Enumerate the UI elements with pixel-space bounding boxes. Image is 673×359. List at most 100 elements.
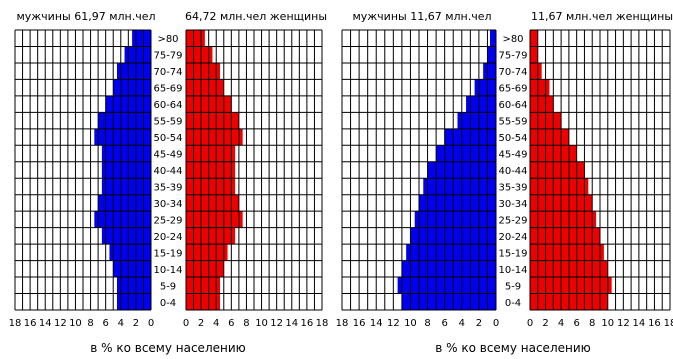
x-tick-label: 10: [404, 318, 417, 329]
pyramid-1: >8075-7970-7465-6960-6455-5950-5445-4940…: [9, 10, 329, 355]
male-bar-30-34: [419, 194, 496, 212]
male-bar-55-59: [457, 112, 496, 129]
age-group-label: 20-24: [153, 232, 182, 243]
age-group-label: >80: [157, 34, 178, 45]
age-group-label: 35-39: [153, 182, 182, 193]
x-tick-label: 2: [133, 318, 139, 329]
female-title: 64,72 млн.чел женщины: [185, 10, 327, 23]
age-group-label: 5-9: [505, 281, 521, 292]
age-group-label: 60-64: [153, 100, 182, 111]
age-group-label: 30-34: [498, 199, 527, 210]
age-group-label: 10-14: [498, 265, 527, 276]
x-tick-label: 4: [459, 318, 465, 329]
female-bar-35-39: [186, 178, 236, 195]
age-group-label: 60-64: [498, 100, 527, 111]
male-bar-20-24: [101, 227, 151, 245]
x-tick-label: 14: [370, 318, 383, 329]
x-tick-label: 12: [270, 318, 283, 329]
male-bar-30-34: [98, 194, 151, 212]
x-tick-label: 16: [301, 318, 314, 329]
female-bar-70-74: [186, 62, 220, 80]
x-tick-label: 18: [336, 318, 349, 329]
male-bar-65-69: [474, 79, 496, 96]
x-tick-label: 6: [228, 318, 234, 329]
age-group-label: 15-19: [153, 248, 182, 259]
x-tick-label: 4: [118, 318, 124, 329]
female-bar-65-69: [186, 79, 224, 96]
x-tick-label: 12: [617, 318, 630, 329]
x-tick-label: 14: [285, 318, 298, 329]
female-bar-20-24: [186, 227, 236, 245]
female-bar-25-29: [530, 211, 597, 228]
male-bar-60-64: [466, 95, 496, 113]
female-bar-10-14: [186, 260, 224, 278]
male-bar-0-4: [117, 293, 151, 310]
x-tick-label: 0: [527, 318, 533, 329]
female-bar-50-54: [530, 128, 569, 146]
age-group-label: 5-9: [160, 281, 176, 292]
male-bar-75-79: [124, 46, 151, 63]
male-bar-45-49: [101, 145, 151, 162]
female-bar-70-74: [530, 62, 542, 80]
age-group-label: 55-59: [153, 117, 182, 128]
male-bar-65-69: [113, 79, 151, 96]
female-bar-75-79: [186, 46, 213, 63]
x-tick-label: 0: [493, 318, 499, 329]
x-tick-label: 0: [148, 318, 154, 329]
male-bar-0-4: [401, 293, 496, 310]
female-title: 11,67 млн.чел женщины: [531, 10, 673, 23]
x-tick-label: 16: [24, 318, 37, 329]
age-group-label: 10-14: [153, 265, 182, 276]
female-bar-35-39: [530, 178, 589, 195]
female-bar-15-19: [530, 244, 604, 261]
age-group-label: 55-59: [498, 117, 527, 128]
age-group-label: 70-74: [498, 67, 527, 78]
female-bar-5-9: [530, 277, 612, 294]
female-bar-65-69: [530, 79, 550, 96]
male-bar->80: [490, 30, 496, 47]
age-group-label: 0-4: [505, 298, 521, 309]
x-tick-label: 0: [183, 318, 189, 329]
age-group-label: 20-24: [498, 232, 527, 243]
x-tick-label: 8: [243, 318, 249, 329]
x-tick-label: 12: [54, 318, 67, 329]
male-bar-75-79: [487, 46, 496, 63]
x-tick-label: 4: [558, 318, 564, 329]
x-tick-label: 18: [664, 318, 673, 329]
age-group-label: 75-79: [498, 51, 527, 62]
male-bar-50-54: [94, 128, 151, 146]
male-bar-15-19: [109, 244, 151, 261]
male-title: мужчины 61,97 млн.чел: [16, 10, 155, 23]
male-bar-5-9: [397, 277, 496, 294]
female-bar-75-79: [530, 46, 538, 63]
male-bar-70-74: [483, 62, 496, 80]
x-tick-label: 6: [102, 318, 108, 329]
female-bar->80: [530, 30, 538, 47]
male-bar-35-39: [101, 178, 151, 195]
male-bar->80: [132, 30, 151, 47]
x-tick-label: 2: [542, 318, 548, 329]
female-bar-45-49: [186, 145, 236, 162]
x-axis-label: в % ко всему населению: [90, 341, 246, 355]
age-group-label: 15-19: [498, 248, 527, 259]
x-tick-label: 10: [601, 318, 614, 329]
male-bar-25-29: [414, 211, 496, 228]
male-title: мужчины 11,67 млн.чел: [352, 10, 491, 23]
age-group-label: 30-34: [153, 199, 182, 210]
x-tick-label: 6: [573, 318, 579, 329]
x-tick-label: 14: [633, 318, 646, 329]
female-bar-20-24: [530, 227, 600, 245]
age-group-label: 65-69: [153, 84, 182, 95]
x-axis-label: в % ко всему населению: [435, 341, 591, 355]
age-group-label: 50-54: [498, 133, 527, 144]
male-bar-35-39: [423, 178, 496, 195]
male-bar-55-59: [98, 112, 151, 129]
male-bar-45-49: [436, 145, 496, 162]
x-tick-label: 8: [589, 318, 595, 329]
x-tick-label: 18: [316, 318, 329, 329]
x-tick-label: 16: [648, 318, 661, 329]
x-tick-label: 14: [39, 318, 52, 329]
x-tick-label: 12: [387, 318, 400, 329]
male-bar-10-14: [113, 260, 151, 278]
female-bar-60-64: [530, 95, 554, 113]
